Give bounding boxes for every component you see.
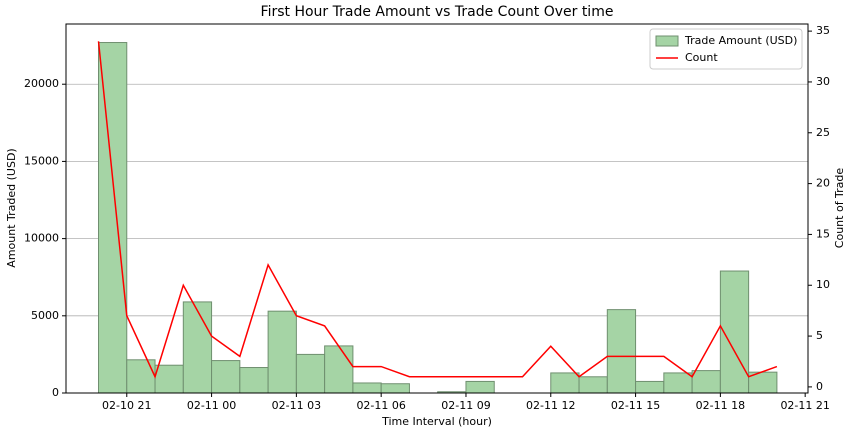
y2-tick-label: 35 <box>816 24 830 37</box>
bar <box>606 309 637 394</box>
bar <box>352 382 382 394</box>
bar <box>465 380 495 394</box>
y2-tick-label: 30 <box>816 75 830 88</box>
y2-tick-label: 10 <box>816 278 830 291</box>
plot-frame <box>65 23 809 394</box>
y-axis-label: Amount Traded (USD) <box>5 148 18 267</box>
bar <box>211 360 241 394</box>
bar <box>635 380 665 394</box>
bar <box>550 372 580 394</box>
bar <box>578 376 608 394</box>
y-tick-label: 0 <box>52 386 59 399</box>
bar <box>267 310 297 394</box>
legend-label: Trade Amount (USD) <box>684 34 797 47</box>
line <box>97 41 778 379</box>
x-axis-label: Time Interval (hour) <box>381 415 492 428</box>
chart-title: First Hour Trade Amount vs Trade Count O… <box>261 4 614 20</box>
x-tick-label: 02-11 09 <box>441 399 490 412</box>
x-tick-label: 02-10 21 <box>102 399 151 412</box>
y2-tick-label: 15 <box>816 227 830 240</box>
bar <box>380 383 410 394</box>
bar <box>324 345 354 394</box>
bar <box>719 270 750 394</box>
x-tick-label: 02-11 21 <box>780 399 829 412</box>
bar <box>182 301 213 394</box>
bar <box>98 42 128 394</box>
y2-tick-label: 25 <box>816 126 830 139</box>
legend-label: Count <box>685 51 718 64</box>
y-tick-label: 10000 <box>24 232 59 245</box>
x-tick-label: 02-11 03 <box>272 399 321 412</box>
y2-tick-label: 20 <box>816 177 830 190</box>
x-tick-label: 02-11 12 <box>526 399 575 412</box>
bar <box>295 353 326 394</box>
x-tick-label: 02-11 06 <box>356 399 405 412</box>
y2-tick-label: 0 <box>816 380 823 393</box>
x-tick-label: 02-11 00 <box>187 399 236 412</box>
y2-tick-label: 5 <box>816 329 823 342</box>
x-tick-label: 02-11 18 <box>696 399 745 412</box>
legend-box <box>649 28 803 70</box>
bar <box>691 370 721 394</box>
legend-swatch <box>655 35 679 47</box>
bar <box>239 367 269 394</box>
y-tick-label: 20000 <box>24 77 59 90</box>
x-tick-label: 02-11 15 <box>611 399 660 412</box>
bar <box>154 364 184 394</box>
bar <box>126 359 156 394</box>
y2-axis-label: Count of Trade <box>833 168 846 249</box>
bar <box>663 372 693 394</box>
y-tick-label: 5000 <box>31 309 59 322</box>
y-tick-label: 15000 <box>24 154 59 167</box>
